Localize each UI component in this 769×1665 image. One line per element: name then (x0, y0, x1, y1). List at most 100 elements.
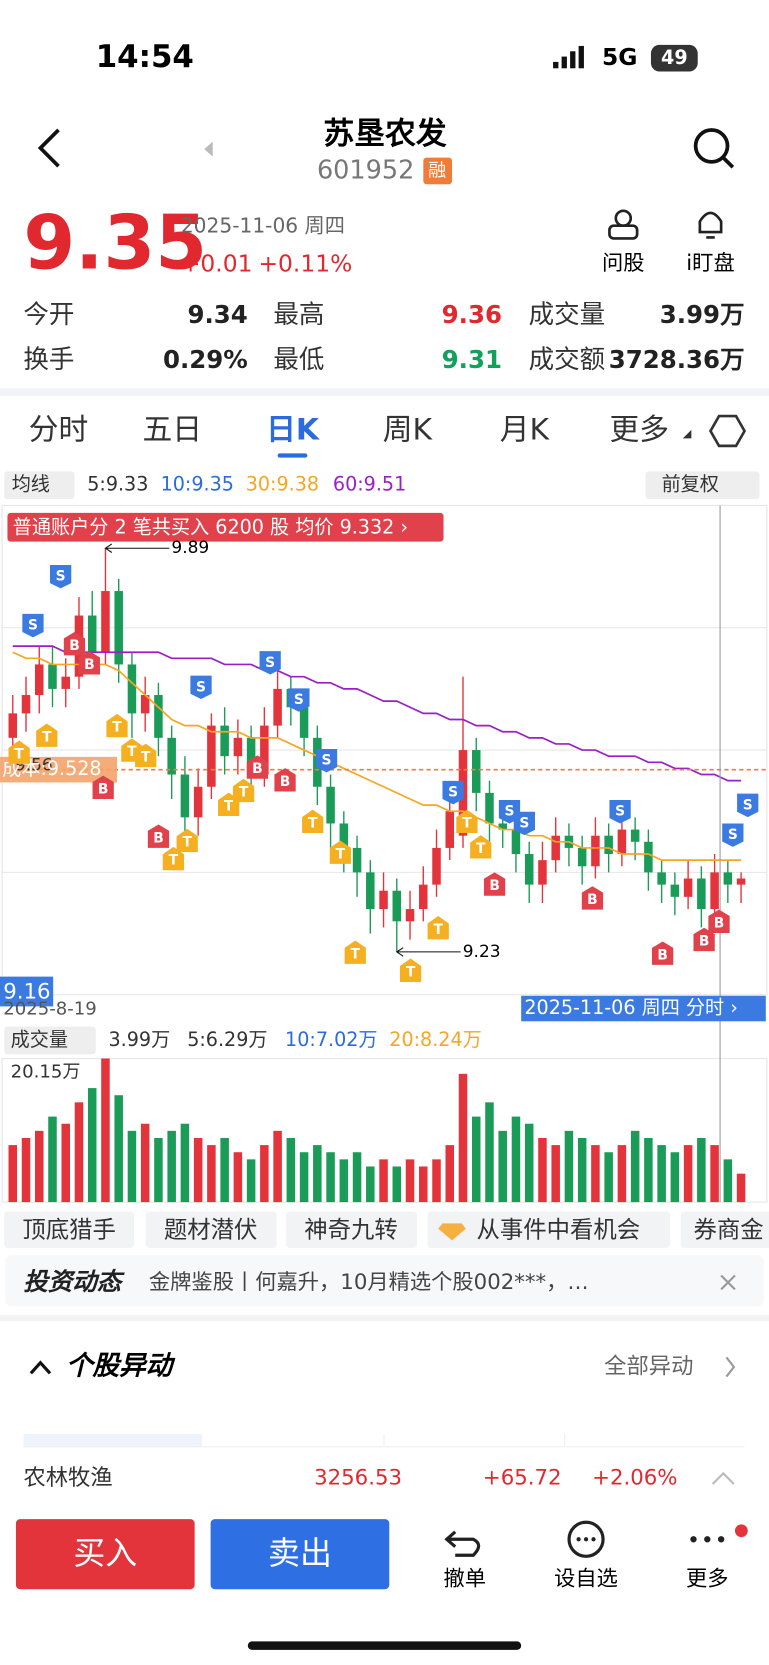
candle-body (34, 664, 44, 696)
section-link[interactable]: 全部异动 (604, 1353, 693, 1379)
ask-stock[interactable]: 问股 (602, 251, 645, 276)
signal-label: B (280, 774, 291, 790)
volume-bar (193, 1137, 203, 1203)
volume-bar (670, 1152, 680, 1203)
feature-pills (4, 1211, 769, 1248)
candle-body (657, 872, 666, 885)
tab[interactable]: 周K (383, 412, 434, 447)
back-button[interactable] (37, 128, 60, 168)
low-arrow (395, 947, 461, 957)
close-news[interactable] (720, 1274, 736, 1291)
buy-button[interactable] (15, 1519, 195, 1590)
search-handle (721, 156, 735, 169)
more[interactable]: 更多 (686, 1567, 729, 1592)
candle-body (220, 725, 229, 757)
clock: 14:54 (96, 39, 194, 75)
prev-stock[interactable] (204, 141, 213, 157)
divider (0, 1314, 769, 1322)
volume-bar (485, 1102, 494, 1203)
signal-label: B (587, 892, 598, 908)
signal-label: B (84, 657, 95, 673)
undo[interactable]: 撤单 (444, 1567, 487, 1592)
buy-label[interactable]: 买入 (73, 1534, 137, 1572)
watch[interactable]: i盯盘 (686, 251, 734, 276)
undo-icon[interactable] (444, 1530, 481, 1557)
candle-body (61, 676, 70, 689)
tab[interactable]: 月K (500, 412, 551, 447)
signal-label: T (462, 815, 472, 831)
signal-label: T (239, 785, 249, 801)
candle-body (326, 786, 335, 824)
adjust[interactable]: 前复权 (662, 473, 719, 496)
candle-body (207, 725, 216, 787)
sell-button[interactable] (210, 1519, 390, 1590)
tab[interactable]: 分时 (29, 412, 89, 447)
volume-bar (564, 1130, 574, 1203)
vol-box (4, 1026, 96, 1055)
end-date-box[interactable] (521, 995, 766, 1022)
signal-label: S (56, 569, 66, 585)
network: 5G (602, 43, 637, 71)
volume-bar (577, 1137, 587, 1203)
candle-body (48, 664, 57, 689)
stat-value: 9.36 (442, 300, 502, 329)
feature[interactable]: 顶底猎手 (22, 1215, 116, 1243)
ma30: 30:9.38 (246, 473, 319, 496)
signal-label: S (28, 618, 38, 634)
trade-banner-text[interactable]: 普通账户分 2 笔共买入 6200 股 均价 9.332 › (13, 515, 408, 538)
signal-badge (274, 768, 296, 792)
bell-icon[interactable] (698, 211, 723, 239)
candle-body (577, 847, 587, 867)
watchlist-icon[interactable] (567, 1520, 605, 1558)
expand[interactable] (711, 1471, 735, 1485)
candle-body (392, 890, 402, 922)
signal-badge (722, 823, 744, 847)
ask-icon[interactable] (608, 209, 639, 240)
volume-bar (246, 1159, 256, 1203)
signal-badge (190, 675, 212, 700)
volume-bar (432, 1159, 441, 1203)
stock-name: 苏垦农发 (323, 116, 446, 152)
volume-bar (379, 1159, 388, 1203)
volume-bar (511, 1116, 521, 1203)
collapse[interactable] (29, 1360, 52, 1375)
sell-label[interactable]: 卖出 (268, 1534, 332, 1572)
high-label: 9.89 (171, 538, 209, 558)
tab[interactable]: 五日 (143, 412, 203, 447)
signal-label: T (336, 846, 346, 862)
candle-body (273, 688, 282, 726)
candle-body (140, 695, 150, 714)
candle-body (352, 847, 362, 873)
signal-badge (427, 915, 449, 940)
news-box[interactable] (5, 1255, 764, 1307)
home-indicator (247, 1641, 522, 1650)
news-tag: 投资动态 (23, 1267, 125, 1296)
search[interactable] (693, 128, 730, 164)
candle-body (127, 664, 137, 714)
feature[interactable]: 券商金 (693, 1215, 763, 1243)
signal-badge (456, 809, 478, 834)
tab[interactable]: 更多 (609, 412, 669, 447)
news-text[interactable]: 金牌鉴股丨何嘉升，10月精选个股002***，… (149, 1270, 589, 1295)
volume-bar (723, 1159, 733, 1203)
trade-banner[interactable] (7, 512, 444, 542)
ma-line (12, 645, 742, 782)
tab[interactable]: 日K (266, 412, 320, 447)
signal-label: B (714, 915, 725, 931)
end-date[interactable]: 2025-11-06 周四 分时 › (524, 996, 738, 1019)
add-watchlist[interactable]: 设自选 (554, 1567, 618, 1592)
signal-badge (49, 564, 72, 589)
table-tab-lines (23, 1433, 745, 1448)
feature[interactable]: 神奇九转 (304, 1215, 398, 1243)
feature[interactable]: 从事件中看机会 (477, 1215, 641, 1243)
volume-bar (207, 1145, 216, 1203)
candle-body (723, 872, 733, 885)
settings[interactable] (708, 414, 747, 448)
stat-label: 今开 (23, 300, 74, 330)
signal-badge (302, 809, 324, 834)
price: 9.35 (23, 200, 207, 287)
feature[interactable]: 题材潜伏 (164, 1215, 258, 1243)
candle-body (498, 823, 507, 830)
sector-value: 3256.53 (314, 1466, 402, 1491)
candle-body (405, 909, 415, 922)
